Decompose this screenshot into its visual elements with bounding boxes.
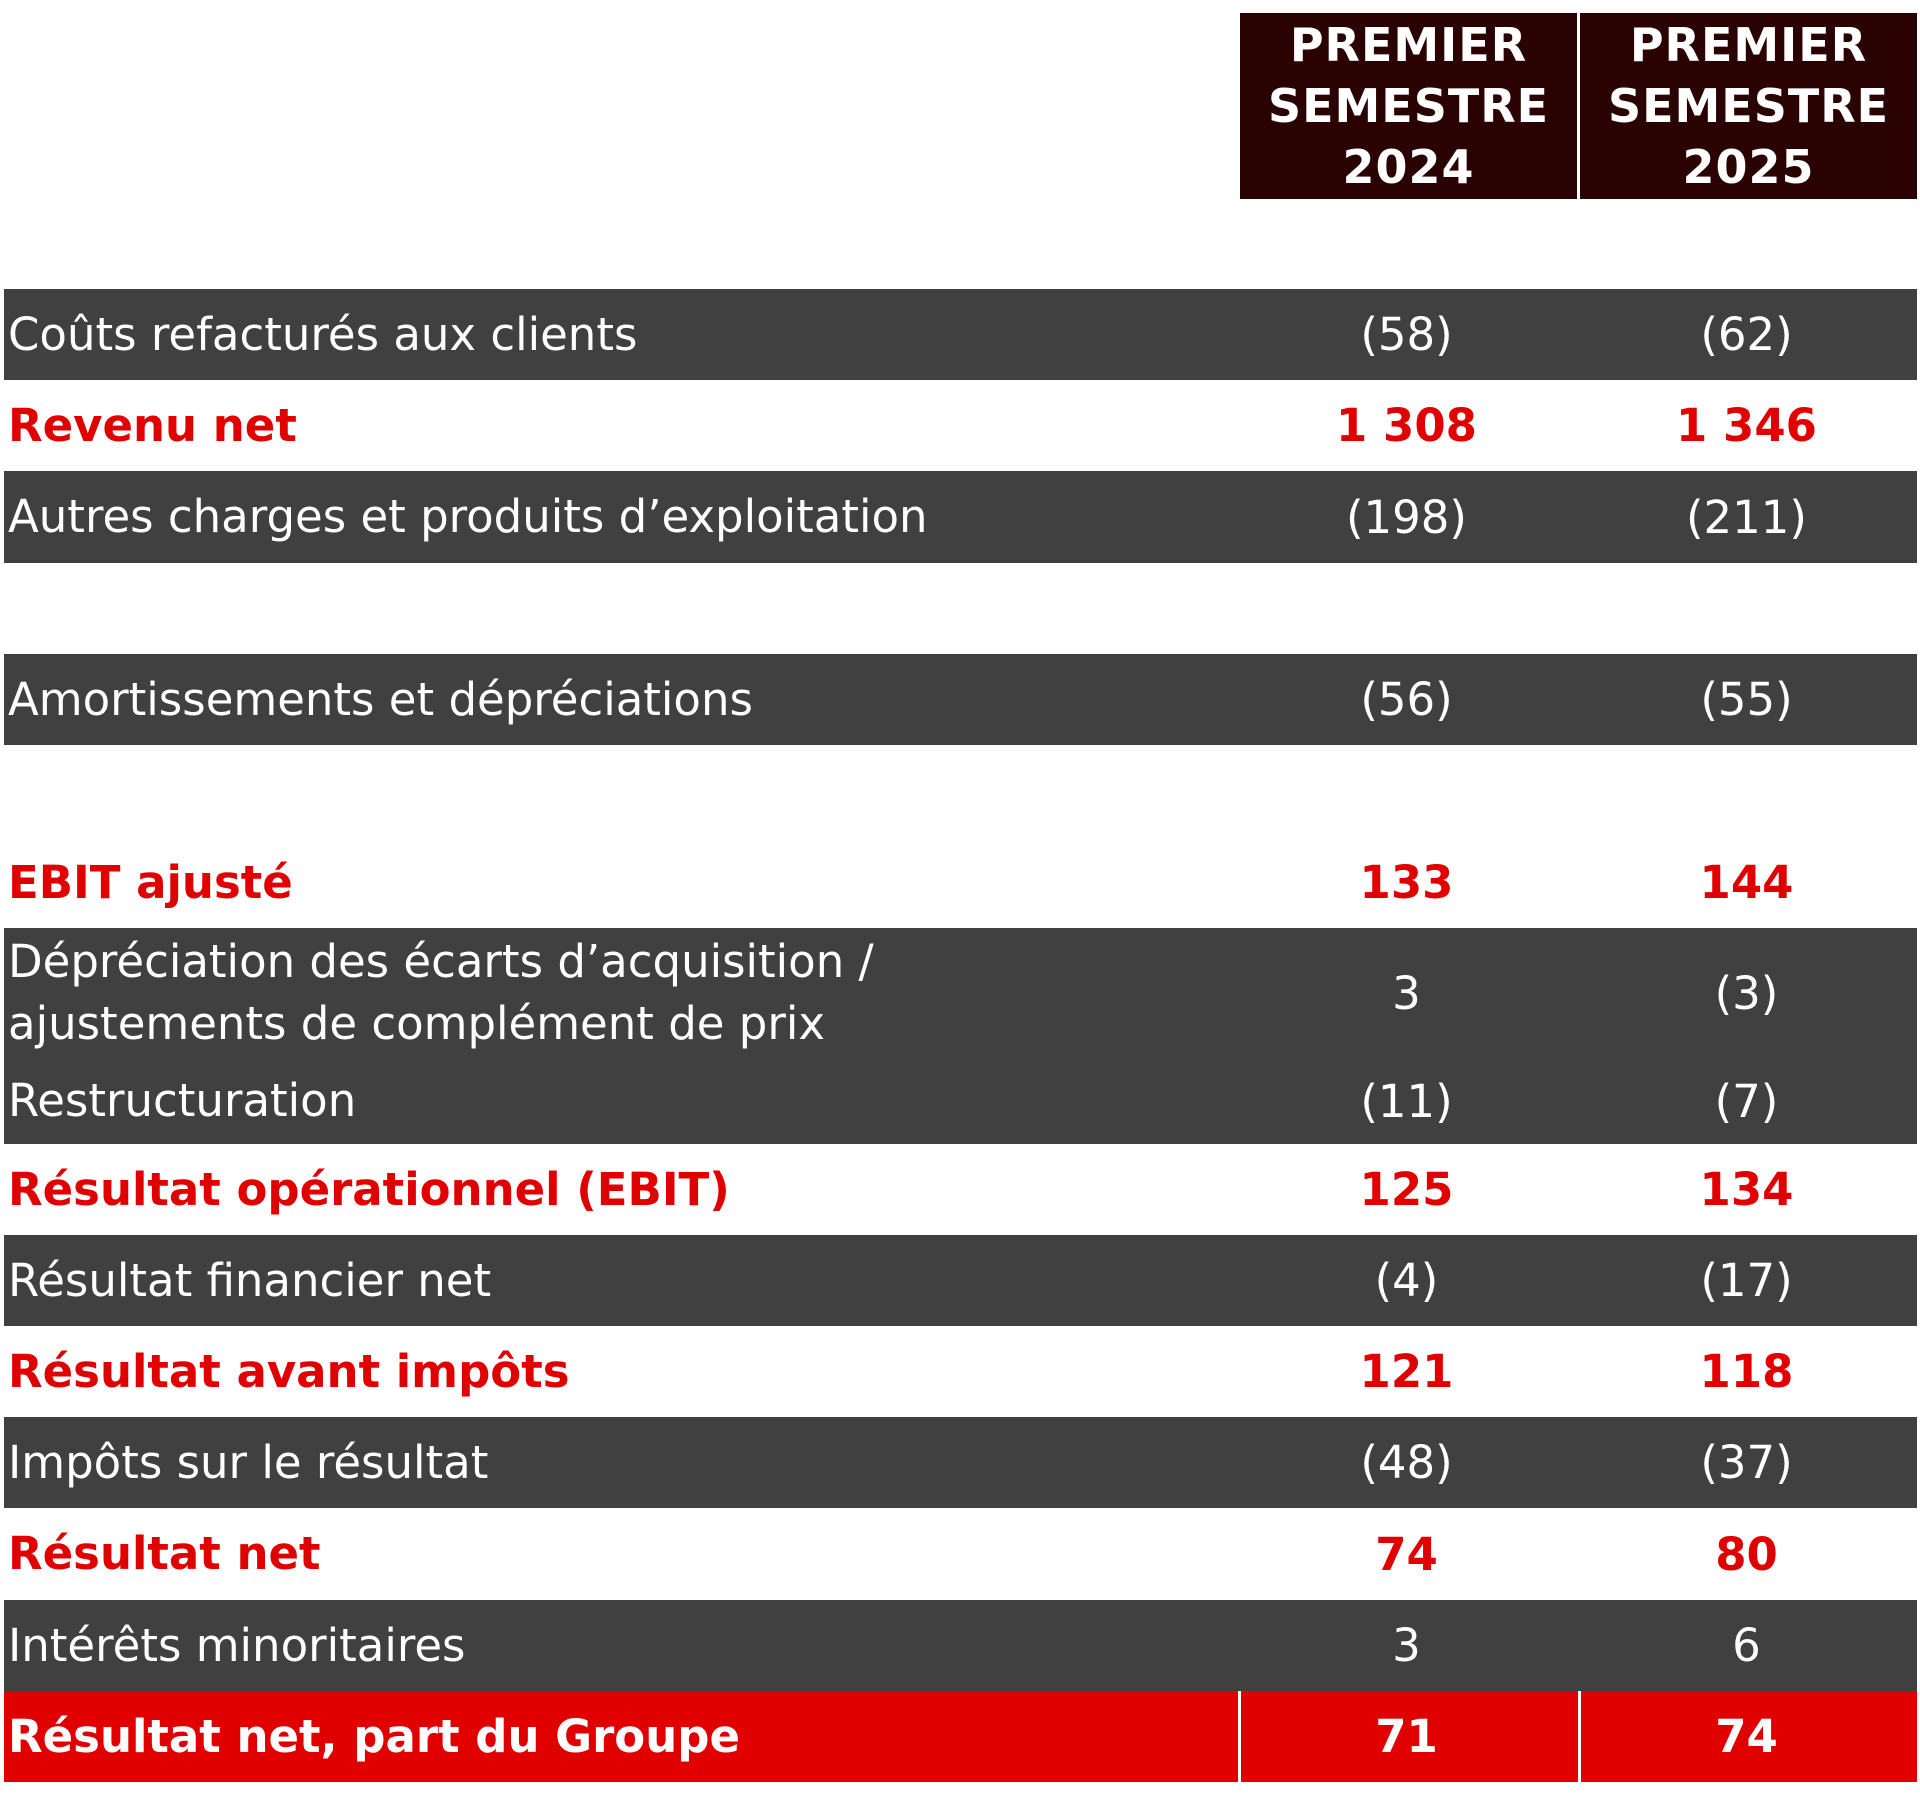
row-label: Résultat financier net <box>8 1253 492 1307</box>
value-2025: (17) <box>1700 1254 1793 1307</box>
value-2025: (37) <box>1700 1436 1793 1489</box>
value-2025: (62) <box>1700 308 1793 361</box>
value-2025: 6 <box>1732 1619 1761 1672</box>
value-2025: (211) <box>1685 490 1807 544</box>
row-label: Résultat net, part du Groupe <box>8 1709 740 1763</box>
column-header-line: PREMIER <box>1289 17 1528 72</box>
value-2025: (55) <box>1700 673 1793 726</box>
table-row-revenu-net: Revenu net 1 308 1 346 <box>4 380 1917 471</box>
value-2024: (4) <box>1374 1254 1439 1307</box>
value-2025: 74 <box>1715 1710 1778 1763</box>
column-header-line: 2025 <box>1682 139 1815 194</box>
row-label: Amortissements et dépréciations <box>8 672 753 726</box>
row-label: Coûts refacturés aux clients <box>8 307 638 361</box>
value-2024: 3 <box>1392 1619 1421 1672</box>
value-2024: (48) <box>1360 1436 1453 1489</box>
value-2024: 121 <box>1359 1345 1454 1398</box>
value-2025: 1 346 <box>1676 399 1817 452</box>
table-row-couts-refactures: Coûts refacturés aux clients (58) (62) <box>4 289 1917 380</box>
value-2024: 71 <box>1375 1710 1438 1763</box>
value-2024: 133 <box>1359 856 1454 909</box>
table-row-resultat-net-part-groupe: Résultat net, part du Groupe 71 74 <box>4 1691 1917 1782</box>
value-2025: 80 <box>1715 1527 1778 1581</box>
row-label: Impôts sur le résultat <box>8 1435 489 1489</box>
column-header-h1-2025: PREMIER SEMESTRE 2025 <box>1580 13 1917 199</box>
table-row-resultat-operationnel: Résultat opérationnel (EBIT) 125 134 <box>4 1144 1917 1235</box>
row-label: EBIT ajusté <box>8 855 293 909</box>
row-label: Dépréciation des écarts d’acquisition / … <box>8 928 874 1058</box>
row-label: Résultat opérationnel (EBIT) <box>8 1162 730 1216</box>
row-label-line: ajustements de complément de prix <box>8 997 825 1050</box>
table-row-ebit-ajuste: EBIT ajusté 133 144 <box>4 837 1917 928</box>
value-2024: (11) <box>1360 1074 1453 1128</box>
column-header-line: PREMIER <box>1629 17 1868 72</box>
row-label: Revenu net <box>8 398 297 452</box>
value-2025: 134 <box>1699 1163 1794 1216</box>
row-label: Intérêts minoritaires <box>8 1618 466 1672</box>
row-label: Restructuration <box>8 1074 357 1127</box>
table-row-depreciation-ecarts: Dépréciation des écarts d’acquisition / … <box>4 928 1917 1058</box>
value-2024: 125 <box>1359 1163 1454 1216</box>
table-row-resultat-financier: Résultat financier net (4) (17) <box>4 1235 1917 1326</box>
table-row-resultat-net: Résultat net 74 80 <box>4 1508 1917 1600</box>
value-2024: (198) <box>1345 490 1467 544</box>
column-header-h1-2024: PREMIER SEMESTRE 2024 <box>1240 13 1577 199</box>
column-header-line: 2024 <box>1342 139 1475 194</box>
column-header-line: SEMESTRE <box>1607 78 1890 133</box>
column-header-line: SEMESTRE <box>1267 78 1550 133</box>
row-label: Résultat net <box>8 1527 321 1580</box>
value-2024: 1 308 <box>1336 399 1477 452</box>
column-divider <box>1578 1691 1581 1782</box>
value-2025: (3) <box>1714 966 1779 1020</box>
table-row-autres-charges: Autres charges et produits d’exploitatio… <box>4 471 1917 563</box>
value-2024: 3 <box>1392 966 1421 1020</box>
value-2025: 118 <box>1699 1345 1794 1398</box>
value-2024: (58) <box>1360 308 1453 361</box>
table-row-resultat-avant-impots: Résultat avant impôts 121 118 <box>4 1326 1917 1417</box>
row-label: Résultat avant impôts <box>8 1344 570 1398</box>
row-label: Autres charges et produits d’exploitatio… <box>8 490 928 543</box>
table-row-restructuration: Restructuration (11) (7) <box>4 1058 1917 1144</box>
value-2024: (56) <box>1360 673 1453 726</box>
table-row-amortissements: Amortissements et dépréciations (56) (55… <box>4 654 1917 745</box>
table-row-interets-minoritaires: Intérêts minoritaires 3 6 <box>4 1600 1917 1691</box>
value-2024: 74 <box>1375 1527 1438 1581</box>
value-2025: (7) <box>1714 1074 1779 1128</box>
row-label-line: Dépréciation des écarts d’acquisition / <box>8 935 874 988</box>
value-2025: 144 <box>1699 856 1794 909</box>
column-divider <box>1238 1691 1241 1782</box>
table-row-impots: Impôts sur le résultat (48) (37) <box>4 1417 1917 1508</box>
